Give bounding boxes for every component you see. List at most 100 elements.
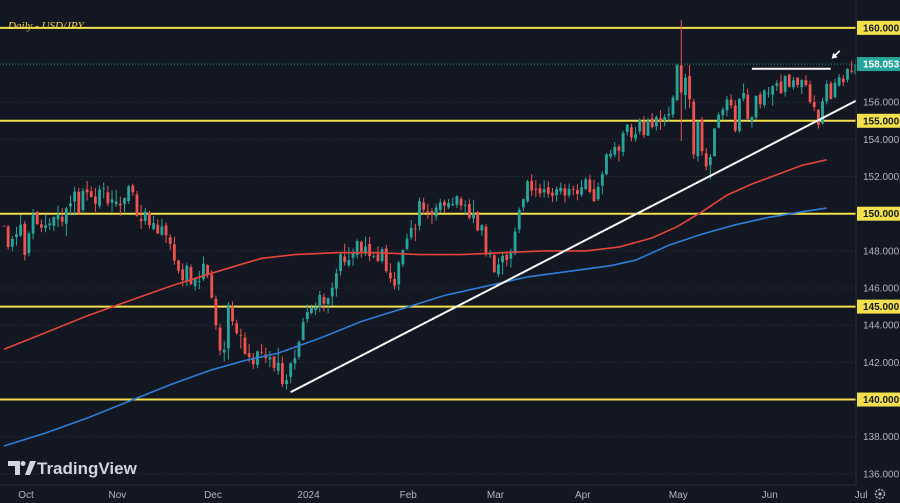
settings-gear-icon[interactable] xyxy=(874,488,886,500)
candle-body xyxy=(746,94,750,119)
price-tick-label: 154.000 xyxy=(863,135,900,146)
candle-body xyxy=(31,213,35,234)
candle-body xyxy=(821,101,824,124)
candle-body xyxy=(812,102,816,108)
candle-body xyxy=(305,311,309,320)
candle-body xyxy=(118,203,122,206)
candle-body xyxy=(584,179,588,189)
candle-body xyxy=(571,188,575,190)
candle-body xyxy=(443,201,446,206)
candle-body xyxy=(725,99,729,111)
candle-body xyxy=(667,114,671,116)
candle-body xyxy=(588,179,592,192)
time-tick-label: Nov xyxy=(109,490,127,501)
candle-body xyxy=(310,307,313,313)
price-tick-label: 148.000 xyxy=(863,246,900,257)
candle-body xyxy=(135,194,139,216)
candle-body xyxy=(389,272,392,279)
candle-body xyxy=(193,278,197,287)
candle-body xyxy=(397,262,401,285)
candle-body xyxy=(430,211,434,215)
arrow-icon xyxy=(831,52,838,59)
candle-body xyxy=(19,224,23,236)
tradingview-logo[interactable]: TradingView xyxy=(8,459,138,478)
candle-body xyxy=(73,191,77,202)
candle-body xyxy=(654,117,658,127)
ascending-trendline[interactable] xyxy=(290,99,857,393)
candle-body xyxy=(771,86,775,95)
candle-body xyxy=(235,323,239,333)
drawn-lines[interactable] xyxy=(0,50,857,393)
candle-body xyxy=(27,233,31,254)
candle-body xyxy=(218,327,222,351)
candle-body xyxy=(231,306,234,322)
candle-body xyxy=(513,231,517,254)
candle-body xyxy=(800,80,804,88)
gear-inner xyxy=(878,492,882,496)
candle-body xyxy=(804,80,808,86)
candle-body xyxy=(675,65,679,101)
level-tag-label: 140.000 xyxy=(863,395,900,406)
candle-body xyxy=(210,274,214,298)
candle-body xyxy=(6,226,10,247)
time-axis-panel[interactable] xyxy=(0,485,900,503)
tradingview-logo-text: TradingView xyxy=(37,459,138,478)
candle-body xyxy=(575,189,579,194)
candle-body xyxy=(671,97,675,115)
candle-body xyxy=(605,154,608,175)
candle-body xyxy=(160,226,164,235)
candle-body xyxy=(393,278,396,286)
candle-body xyxy=(692,101,696,155)
candle-body xyxy=(272,356,276,368)
candle-body xyxy=(517,209,521,230)
candle-body xyxy=(168,237,172,244)
price-axis-panel[interactable] xyxy=(856,0,900,485)
candle-body xyxy=(318,294,322,308)
candle-body xyxy=(422,202,426,210)
candle-body xyxy=(542,189,546,193)
candle-body xyxy=(617,146,621,151)
candle-body xyxy=(343,256,347,263)
candle-body xyxy=(825,83,829,102)
candle-body xyxy=(384,248,388,272)
time-tick-label: Feb xyxy=(400,490,418,501)
candle-body xyxy=(368,243,372,257)
candle-body xyxy=(102,188,106,190)
candle-body xyxy=(206,265,209,274)
level-tag xyxy=(857,392,900,407)
candle-body xyxy=(459,198,463,206)
candle-body xyxy=(247,353,251,357)
candle-body xyxy=(426,211,430,213)
candle-body xyxy=(260,351,264,353)
candle-body xyxy=(621,133,625,153)
moving-average-red xyxy=(3,159,827,351)
gear-outer xyxy=(874,488,886,500)
candle-body xyxy=(505,254,509,261)
candle-body xyxy=(85,189,89,193)
candle-body xyxy=(268,357,272,360)
moving-averages xyxy=(3,159,827,447)
candle-body xyxy=(521,199,525,208)
candle-body xyxy=(796,77,800,85)
price-tick-label: 152.000 xyxy=(863,172,900,183)
candle-body xyxy=(488,254,492,255)
candle-body xyxy=(52,217,56,226)
candle-body xyxy=(172,244,176,261)
candle-body xyxy=(850,70,854,72)
moving-average-blue xyxy=(3,207,827,447)
time-tick-label: Jul xyxy=(855,490,868,501)
candle-body xyxy=(754,95,758,118)
candle-body xyxy=(401,250,405,265)
candle-body xyxy=(596,186,600,200)
candle-body xyxy=(733,105,737,131)
time-tick-label: Apr xyxy=(575,490,591,501)
candle-body xyxy=(738,98,741,131)
candle-body xyxy=(829,83,833,100)
candle-body xyxy=(816,109,820,125)
time-axis[interactable]: Oct Nov Dec 2024 Feb Mar Apr May Jun Jul xyxy=(18,490,867,501)
candle-body xyxy=(455,196,459,205)
candle-body xyxy=(472,213,475,219)
candle-body xyxy=(646,120,650,136)
